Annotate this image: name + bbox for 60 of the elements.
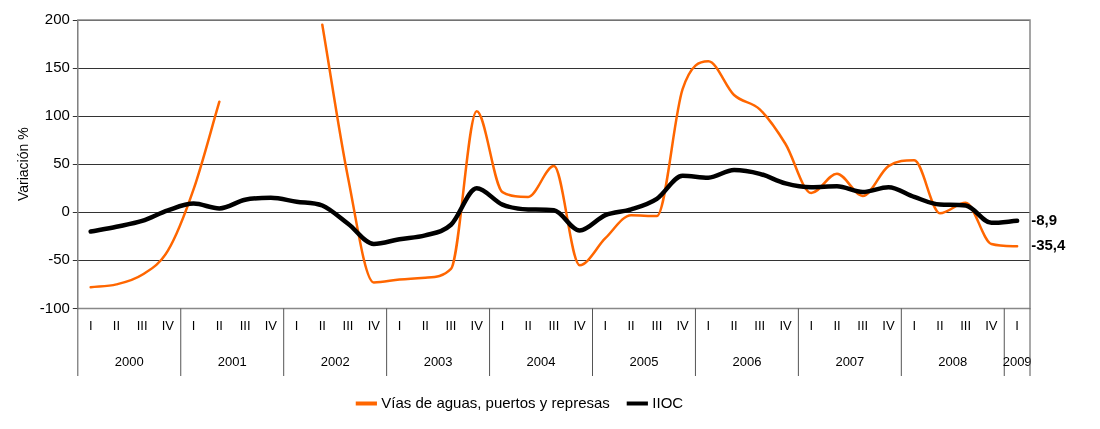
y-axis-title: Variación % xyxy=(15,127,32,202)
text: 2005 xyxy=(629,353,659,369)
y-tick-label: 150 xyxy=(44,58,70,76)
x-tick-label: II xyxy=(318,317,326,333)
text: 2001 xyxy=(217,353,247,369)
text: 2008 xyxy=(938,353,968,369)
x-tick-label: IV xyxy=(779,317,792,333)
x-tick-label: I xyxy=(1015,317,1019,333)
line-series xyxy=(88,167,1020,247)
legend-label: IIOC xyxy=(652,393,684,411)
x-tick-label: III xyxy=(239,317,251,333)
x-tick-label: I xyxy=(191,317,196,333)
x-tick-label: I xyxy=(603,317,608,333)
text: 2002 xyxy=(320,353,350,369)
x-tick-label: II xyxy=(215,317,223,333)
x-tick-label: III xyxy=(857,317,869,333)
x-tick-label: I xyxy=(500,317,505,333)
x-tick-label: II xyxy=(936,317,944,333)
x-tick-label: II xyxy=(627,317,635,333)
x-tick-label: III xyxy=(548,317,560,333)
x-tick-label: IV xyxy=(161,317,175,333)
x-tick-label: III xyxy=(136,317,148,333)
x-tick-label: IV xyxy=(882,317,895,333)
x-tick-label: I xyxy=(88,317,93,333)
x-tick-label: III xyxy=(754,317,766,333)
y-tick-label: -50 xyxy=(48,250,70,268)
x-tick-label: II xyxy=(421,317,429,333)
text: 2009 xyxy=(1002,353,1032,369)
text: 2007 xyxy=(835,353,865,369)
x-tick-label: II xyxy=(833,317,841,333)
x-tick-label: IV xyxy=(264,317,278,333)
x-tick-label: IV xyxy=(985,317,998,333)
text: 2004 xyxy=(526,353,556,369)
text: 2003 xyxy=(423,353,453,369)
x-tick-label: II xyxy=(112,317,121,333)
x-tick-label: I xyxy=(809,317,814,333)
x-tick-label: IV xyxy=(676,317,690,333)
x-tick-label: III xyxy=(445,317,457,333)
y-tick-label: 100 xyxy=(44,106,70,124)
x-tick-label: I xyxy=(706,317,711,333)
data-label: -35,4 xyxy=(1031,236,1066,254)
x-tick-label: II xyxy=(524,317,532,333)
x-tick-label: II xyxy=(730,317,738,333)
y-tick-label: -100 xyxy=(39,298,70,316)
data-label: -8,9 xyxy=(1031,210,1057,228)
x-tick-label: I xyxy=(912,317,917,333)
y-tick-label: 50 xyxy=(53,154,70,172)
text: 2006 xyxy=(732,353,762,369)
x-tick-label: III xyxy=(960,317,972,333)
x-tick-label: IV xyxy=(470,317,484,333)
text: 2000 xyxy=(114,353,144,369)
y-tick-label: 0 xyxy=(61,202,70,220)
x-tick-label: III xyxy=(342,317,354,333)
legend-label: Vías de aguas, puertos y represas xyxy=(381,393,610,411)
x-tick-label: III xyxy=(651,317,663,333)
x-tick-label: IV xyxy=(367,317,381,333)
y-tick-label: 200 xyxy=(44,10,70,28)
x-tick-label: I xyxy=(397,317,402,333)
x-tick-label: I xyxy=(294,317,299,333)
x-tick-label: IV xyxy=(573,317,587,333)
